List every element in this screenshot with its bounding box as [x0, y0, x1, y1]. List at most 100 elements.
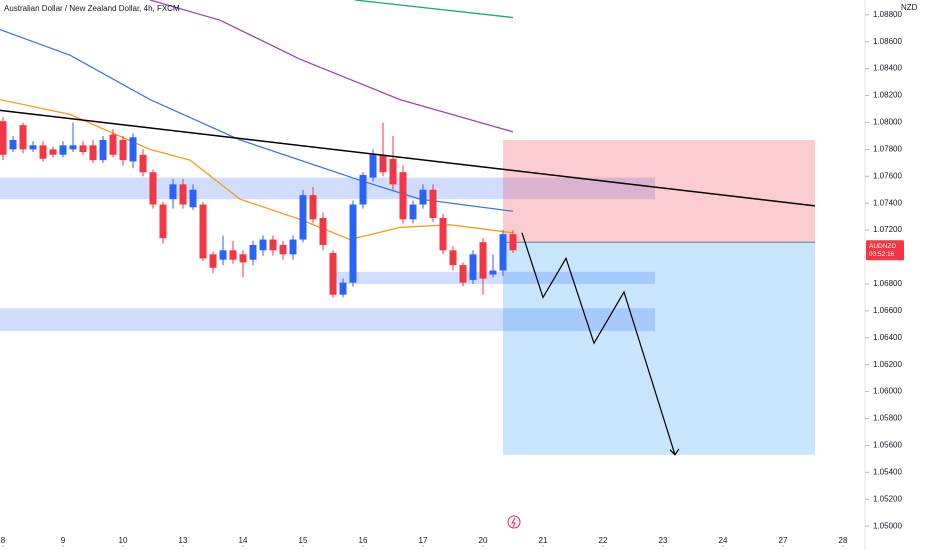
- candle-body: [209, 254, 217, 268]
- candle-body: [69, 145, 77, 150]
- y-tick-label: 1.05200: [873, 494, 902, 503]
- candle-body: [489, 270, 497, 275]
- candle-body: [259, 239, 267, 251]
- candle-body: [169, 184, 177, 200]
- candle-body: [139, 154, 147, 173]
- y-tick-label: 1.06400: [873, 333, 902, 342]
- candle-body: [319, 218, 327, 245]
- candle-body: [149, 172, 157, 205]
- candle-body: [459, 265, 467, 283]
- candle-body: [339, 282, 347, 295]
- candle-body: [269, 239, 277, 251]
- x-tick-label: 15: [299, 536, 308, 545]
- x-tick-label: 20: [479, 536, 488, 545]
- candle-body: [109, 134, 117, 155]
- candle-body: [289, 239, 297, 255]
- moving-average: [0, 28, 514, 212]
- x-tick-label: 27: [779, 536, 788, 545]
- candle-body: [29, 145, 37, 150]
- y-tick-label: 1.07600: [873, 171, 902, 180]
- candle-body: [219, 250, 227, 260]
- y-tick-label: 1.08800: [873, 10, 902, 19]
- candle-body: [119, 139, 127, 161]
- candle-body: [309, 195, 317, 220]
- candle-body: [0, 121, 7, 155]
- candle-body: [419, 189, 427, 205]
- candle-body: [99, 139, 107, 161]
- moving-average: [0, 98, 514, 241]
- candle-body: [59, 145, 67, 155]
- symbol-label: AUDNZD: [869, 243, 896, 250]
- risk-area: [503, 139, 815, 243]
- y-tick-label: 1.07800: [873, 144, 902, 153]
- candle-body: [279, 244, 287, 255]
- candle-body: [49, 149, 57, 155]
- projection-path: [521, 232, 676, 456]
- price-tag: [866, 240, 904, 261]
- x-tick-label: 16: [359, 536, 368, 545]
- x-tick-label: 17: [419, 536, 428, 545]
- candle-body: [399, 172, 407, 220]
- candle-body: [179, 184, 187, 205]
- candle-body: [469, 254, 477, 280]
- candle-body: [359, 174, 367, 205]
- moving-average: [149, 0, 514, 133]
- x-tick-label: 21: [539, 536, 548, 545]
- candle-body: [199, 204, 207, 259]
- x-tick-label: 13: [179, 536, 188, 545]
- x-tick-label: 9: [61, 536, 66, 545]
- candle-body: [499, 234, 507, 271]
- y-tick-label: 1.08000: [873, 118, 902, 127]
- y-tick-label: 1.08600: [873, 37, 902, 46]
- y-tick-label: 1.06800: [873, 279, 902, 288]
- plot: [0, 0, 816, 456]
- trend-line: [0, 109, 816, 207]
- y-tick-label: 1.06600: [873, 306, 902, 315]
- candle-body: [369, 154, 377, 178]
- candle-body: [409, 204, 417, 220]
- projection-arrowhead: [669, 448, 680, 456]
- candle-body: [89, 145, 97, 161]
- event-icon-bolt: [511, 517, 516, 528]
- candle-body: [449, 250, 457, 266]
- y-tick-label: 1.05400: [873, 467, 902, 476]
- x-tick-label: 14: [239, 536, 248, 545]
- y-tick-label: 1.08200: [873, 91, 902, 100]
- chart-title: Australian Dollar / New Zealand Dollar, …: [4, 4, 180, 13]
- countdown-label: 03:52:16: [869, 251, 895, 258]
- y-tick-label: 1.06000: [873, 387, 902, 396]
- y-tick-label: 1.07200: [873, 225, 902, 234]
- candle-body: [349, 204, 357, 283]
- x-tick-label: 8: [1, 536, 6, 545]
- currency-label: NZD: [901, 3, 918, 12]
- candle-body: [229, 250, 237, 260]
- y-tick-label: 1.05800: [873, 414, 902, 423]
- candle-body: [299, 195, 307, 240]
- candle-body: [9, 139, 17, 150]
- candle-body: [329, 252, 337, 295]
- candle-body: [189, 189, 197, 208]
- zone: [0, 177, 655, 200]
- y-tick-label: 1.07400: [873, 198, 902, 207]
- candle-body: [19, 125, 27, 150]
- zone: [333, 271, 655, 284]
- candle-body: [249, 244, 257, 260]
- y-tick-label: 1.05000: [873, 521, 902, 530]
- candle-body: [239, 254, 247, 263]
- candle-body: [129, 137, 137, 162]
- candle-body: [39, 145, 47, 159]
- candle-body: [379, 154, 387, 173]
- zone: [0, 308, 655, 332]
- candle-body: [509, 234, 517, 251]
- y-tick-label: 1.08400: [873, 64, 902, 73]
- moving-average: [354, 0, 514, 19]
- candle-body: [429, 189, 437, 218]
- candle-body: [479, 242, 487, 279]
- y-tick-label: 1.06200: [873, 360, 902, 369]
- x-tick-label: 28: [839, 536, 848, 545]
- x-tick-label: 22: [599, 536, 608, 545]
- x-tick-label: 23: [659, 536, 668, 545]
- x-tick-label: 10: [119, 536, 128, 545]
- event-icon[interactable]: [507, 515, 521, 529]
